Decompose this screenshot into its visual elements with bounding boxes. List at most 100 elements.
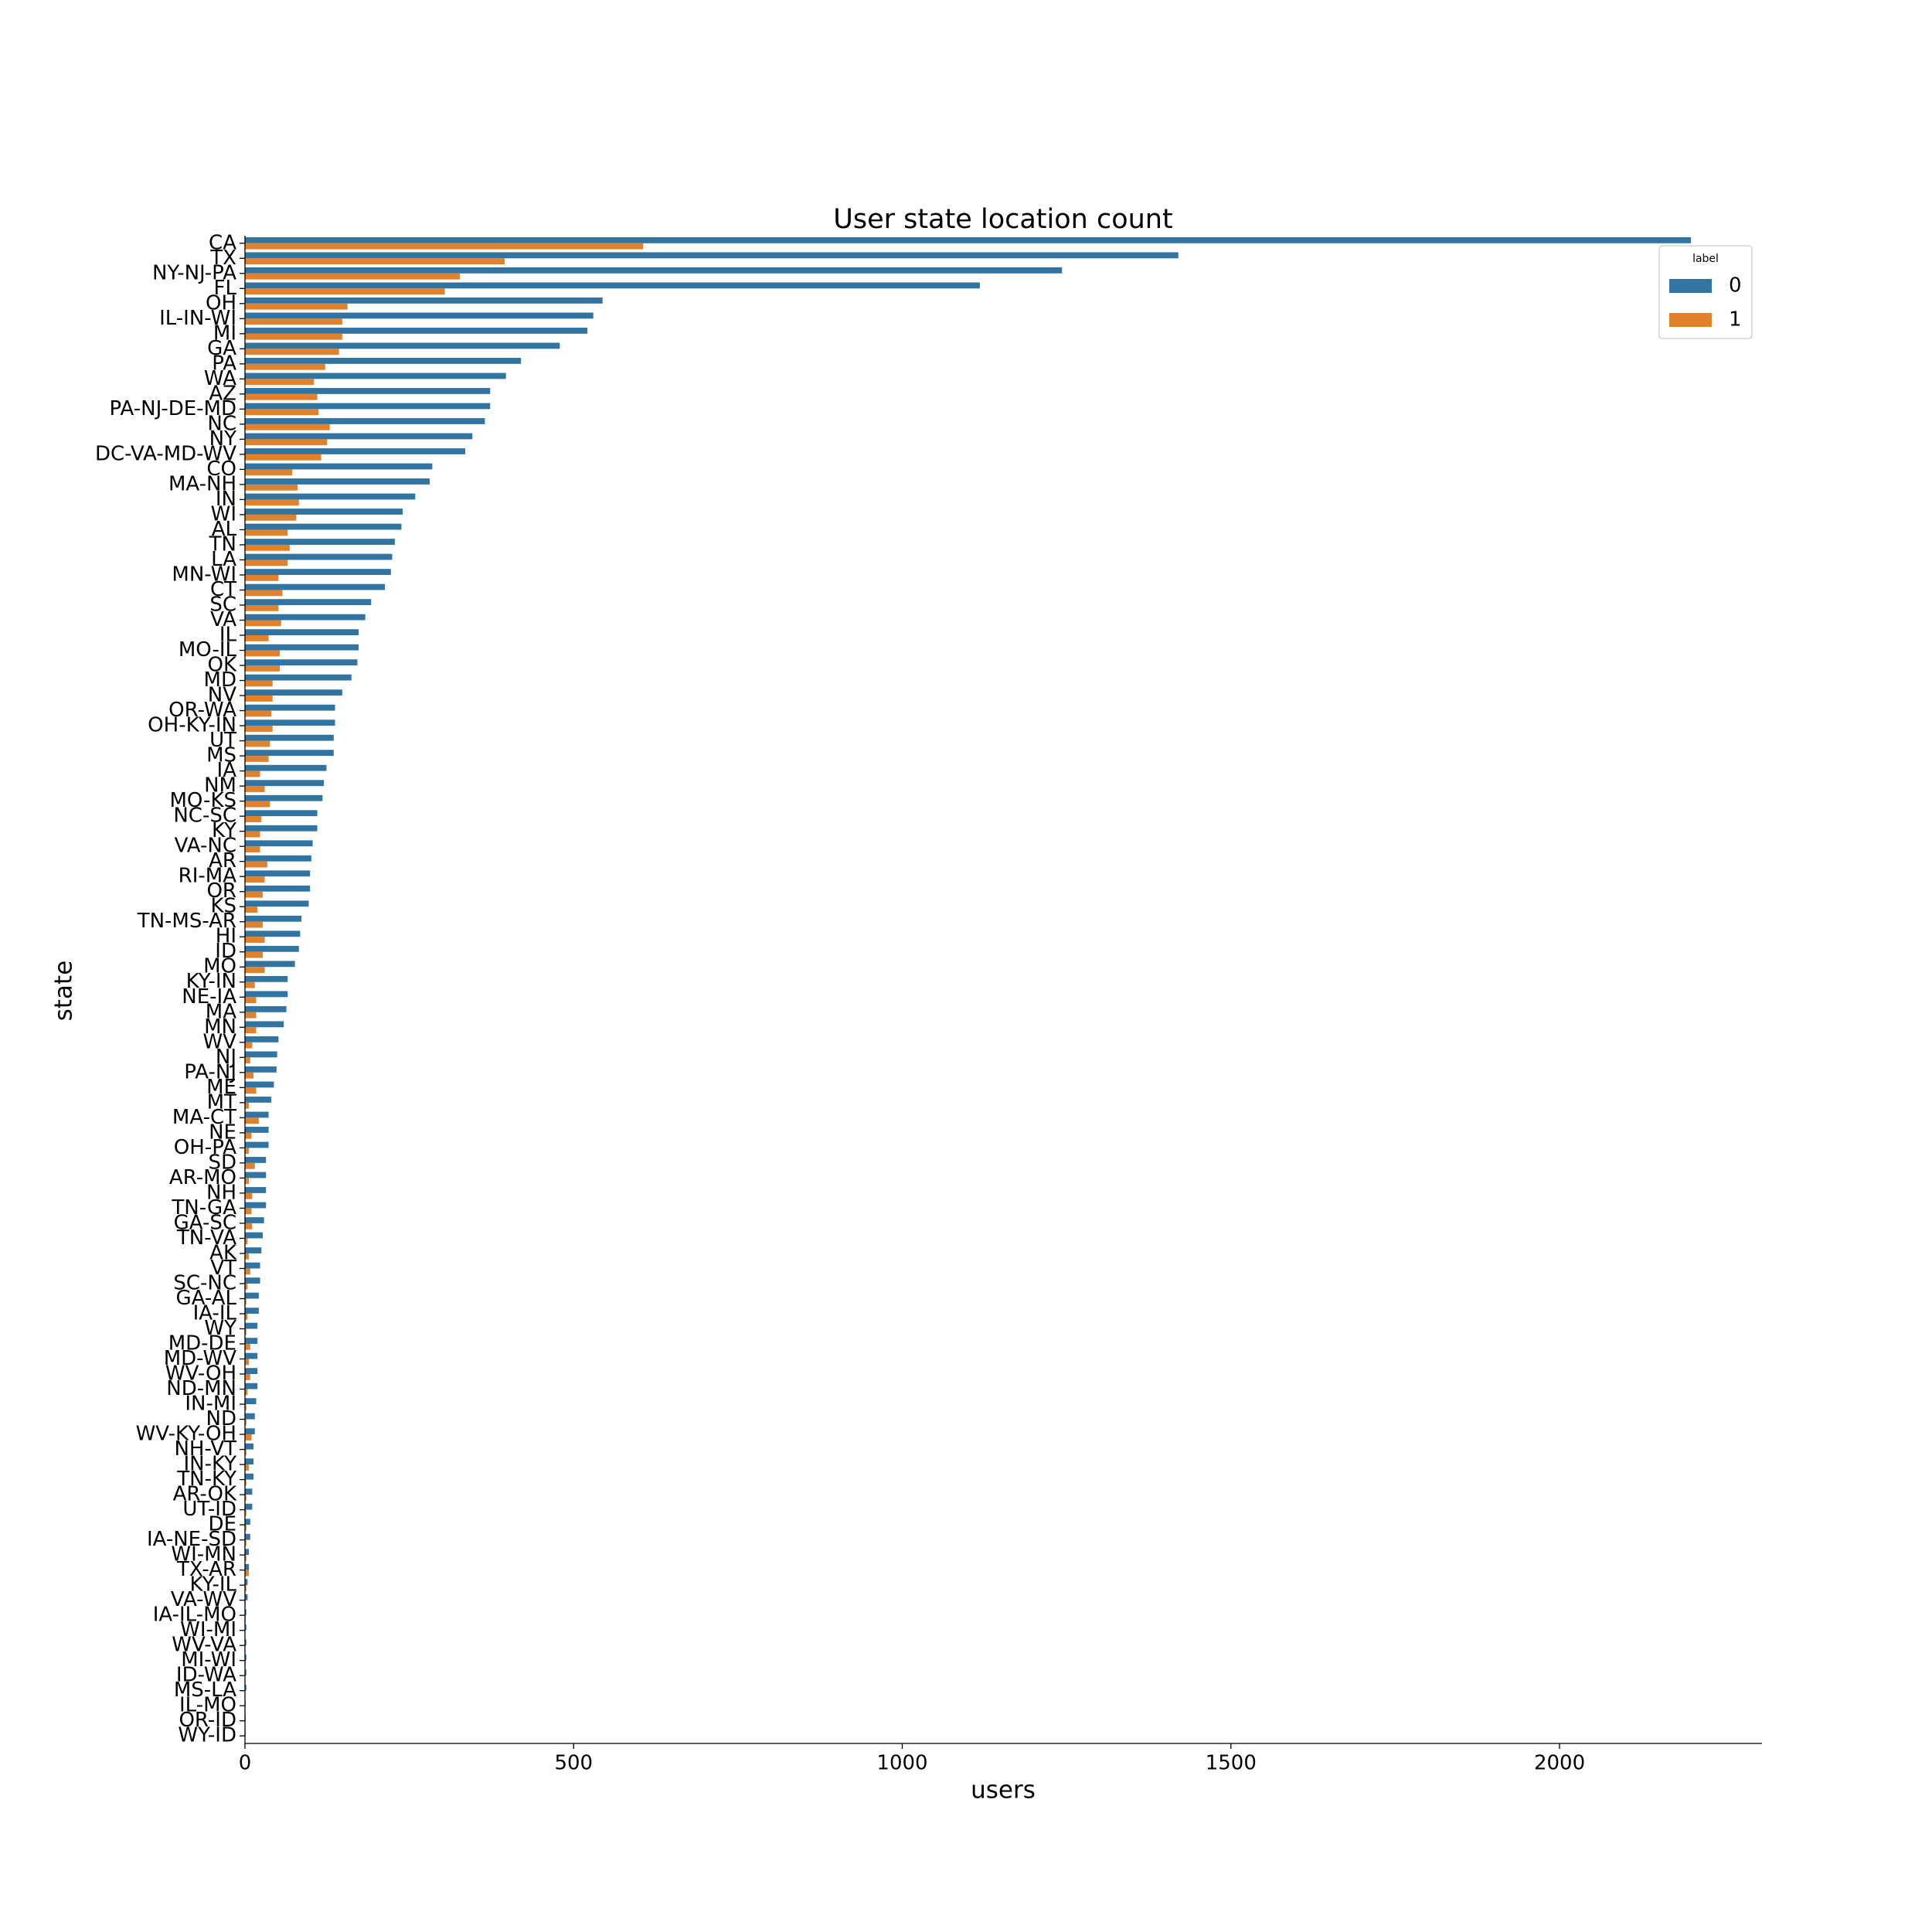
bar bbox=[245, 1368, 258, 1375]
bar bbox=[245, 1178, 250, 1185]
y-tick-label: MD-WV bbox=[164, 1347, 236, 1370]
bar bbox=[245, 328, 588, 334]
legend-label: 0 bbox=[1729, 274, 1742, 298]
bar bbox=[245, 1051, 277, 1058]
bar bbox=[245, 1117, 259, 1124]
y-tick-label: MD bbox=[204, 668, 236, 692]
y-tick-label: KY bbox=[212, 819, 236, 842]
x-tick-label: 0 bbox=[239, 1752, 252, 1775]
bar bbox=[245, 1449, 247, 1456]
y-tick-label: OH-PA bbox=[174, 1136, 236, 1159]
bar bbox=[245, 1352, 258, 1359]
y-tick-label: VA-WV bbox=[171, 1588, 236, 1611]
bar bbox=[245, 1359, 250, 1366]
bar bbox=[245, 1102, 250, 1109]
bar bbox=[245, 1187, 267, 1193]
y-tick-label: MN bbox=[204, 1015, 236, 1039]
bar bbox=[245, 659, 358, 666]
y-tick-label: NC bbox=[207, 412, 236, 435]
bar bbox=[245, 1434, 252, 1440]
bar bbox=[245, 1503, 253, 1510]
bar bbox=[245, 1208, 252, 1215]
y-tick-label: MS bbox=[206, 744, 236, 767]
bar bbox=[245, 1383, 258, 1389]
y-tick-label: KY-IN bbox=[186, 970, 236, 993]
y-tick-label: MI bbox=[213, 321, 236, 345]
y-tick-label: NH bbox=[206, 1181, 236, 1204]
bar bbox=[245, 961, 295, 968]
bar bbox=[245, 1413, 255, 1420]
bar bbox=[245, 756, 269, 762]
bar bbox=[245, 1066, 277, 1073]
bar bbox=[245, 1172, 267, 1179]
bar bbox=[245, 620, 281, 627]
bar bbox=[245, 1057, 250, 1064]
bar bbox=[245, 1223, 253, 1230]
bar bbox=[245, 650, 281, 657]
y-tick-label: NY bbox=[209, 427, 236, 451]
bar bbox=[245, 312, 594, 319]
y-tick-label: ID bbox=[215, 940, 236, 963]
y-tick-label: WI-MN bbox=[171, 1543, 236, 1566]
bar bbox=[245, 403, 491, 410]
bar bbox=[245, 1298, 247, 1305]
bar bbox=[245, 363, 325, 370]
bar bbox=[245, 614, 366, 621]
bar bbox=[245, 1624, 247, 1631]
bar bbox=[245, 478, 430, 485]
bar bbox=[245, 1549, 250, 1556]
bar bbox=[245, 583, 386, 590]
bar bbox=[245, 710, 272, 717]
bar bbox=[245, 846, 260, 852]
bar bbox=[245, 514, 297, 521]
y-tick-label: MO bbox=[203, 955, 236, 978]
y-tick-label: DE bbox=[209, 1513, 236, 1536]
legend-title: label bbox=[1692, 253, 1719, 265]
bar bbox=[245, 569, 391, 575]
y-tick-label: PA bbox=[212, 352, 236, 375]
y-tick-label: AL bbox=[212, 518, 237, 541]
bar bbox=[245, 906, 258, 913]
y-tick-label: VA-NC bbox=[175, 835, 236, 858]
bar bbox=[245, 1473, 254, 1480]
y-tick-label: NH-VT bbox=[174, 1437, 236, 1461]
bar bbox=[245, 1027, 257, 1034]
bar bbox=[245, 719, 335, 726]
bar bbox=[245, 831, 260, 838]
bar bbox=[245, 523, 402, 530]
bar bbox=[245, 243, 644, 250]
bar bbox=[245, 750, 334, 757]
bar bbox=[245, 539, 395, 545]
bar bbox=[245, 1404, 247, 1410]
y-tick-label: MA-NH bbox=[168, 472, 236, 495]
bar bbox=[245, 825, 318, 832]
bar bbox=[245, 1292, 259, 1299]
y-tick-label: NV bbox=[208, 684, 236, 707]
x-axis-label: users bbox=[971, 1777, 1036, 1804]
bar bbox=[245, 1519, 250, 1526]
y-tick-label: KS bbox=[210, 895, 236, 918]
bar bbox=[245, 740, 270, 747]
bar bbox=[245, 318, 342, 325]
y-tick-label: HI bbox=[216, 925, 236, 948]
bar bbox=[245, 937, 265, 944]
bar bbox=[245, 945, 299, 952]
bar bbox=[245, 1570, 250, 1577]
y-tick-label: AZ bbox=[209, 382, 236, 405]
bar bbox=[245, 297, 603, 304]
bar bbox=[245, 1398, 257, 1405]
y-tick-label: SC bbox=[209, 593, 236, 616]
y-tick-label: AR-MO bbox=[169, 1166, 236, 1189]
bar bbox=[245, 1509, 247, 1516]
bar bbox=[245, 855, 311, 862]
y-tick-label: IL-MO bbox=[179, 1694, 236, 1717]
bar bbox=[245, 1555, 247, 1561]
bar bbox=[245, 981, 255, 988]
y-tick-label: SC-NC bbox=[173, 1271, 236, 1294]
bar bbox=[245, 1594, 248, 1600]
bar bbox=[245, 1162, 255, 1169]
x-tick-label: 2000 bbox=[1534, 1752, 1585, 1775]
bar bbox=[245, 1277, 260, 1284]
y-tick-label: LA bbox=[211, 548, 236, 571]
y-tick-label: NE bbox=[209, 1121, 236, 1144]
